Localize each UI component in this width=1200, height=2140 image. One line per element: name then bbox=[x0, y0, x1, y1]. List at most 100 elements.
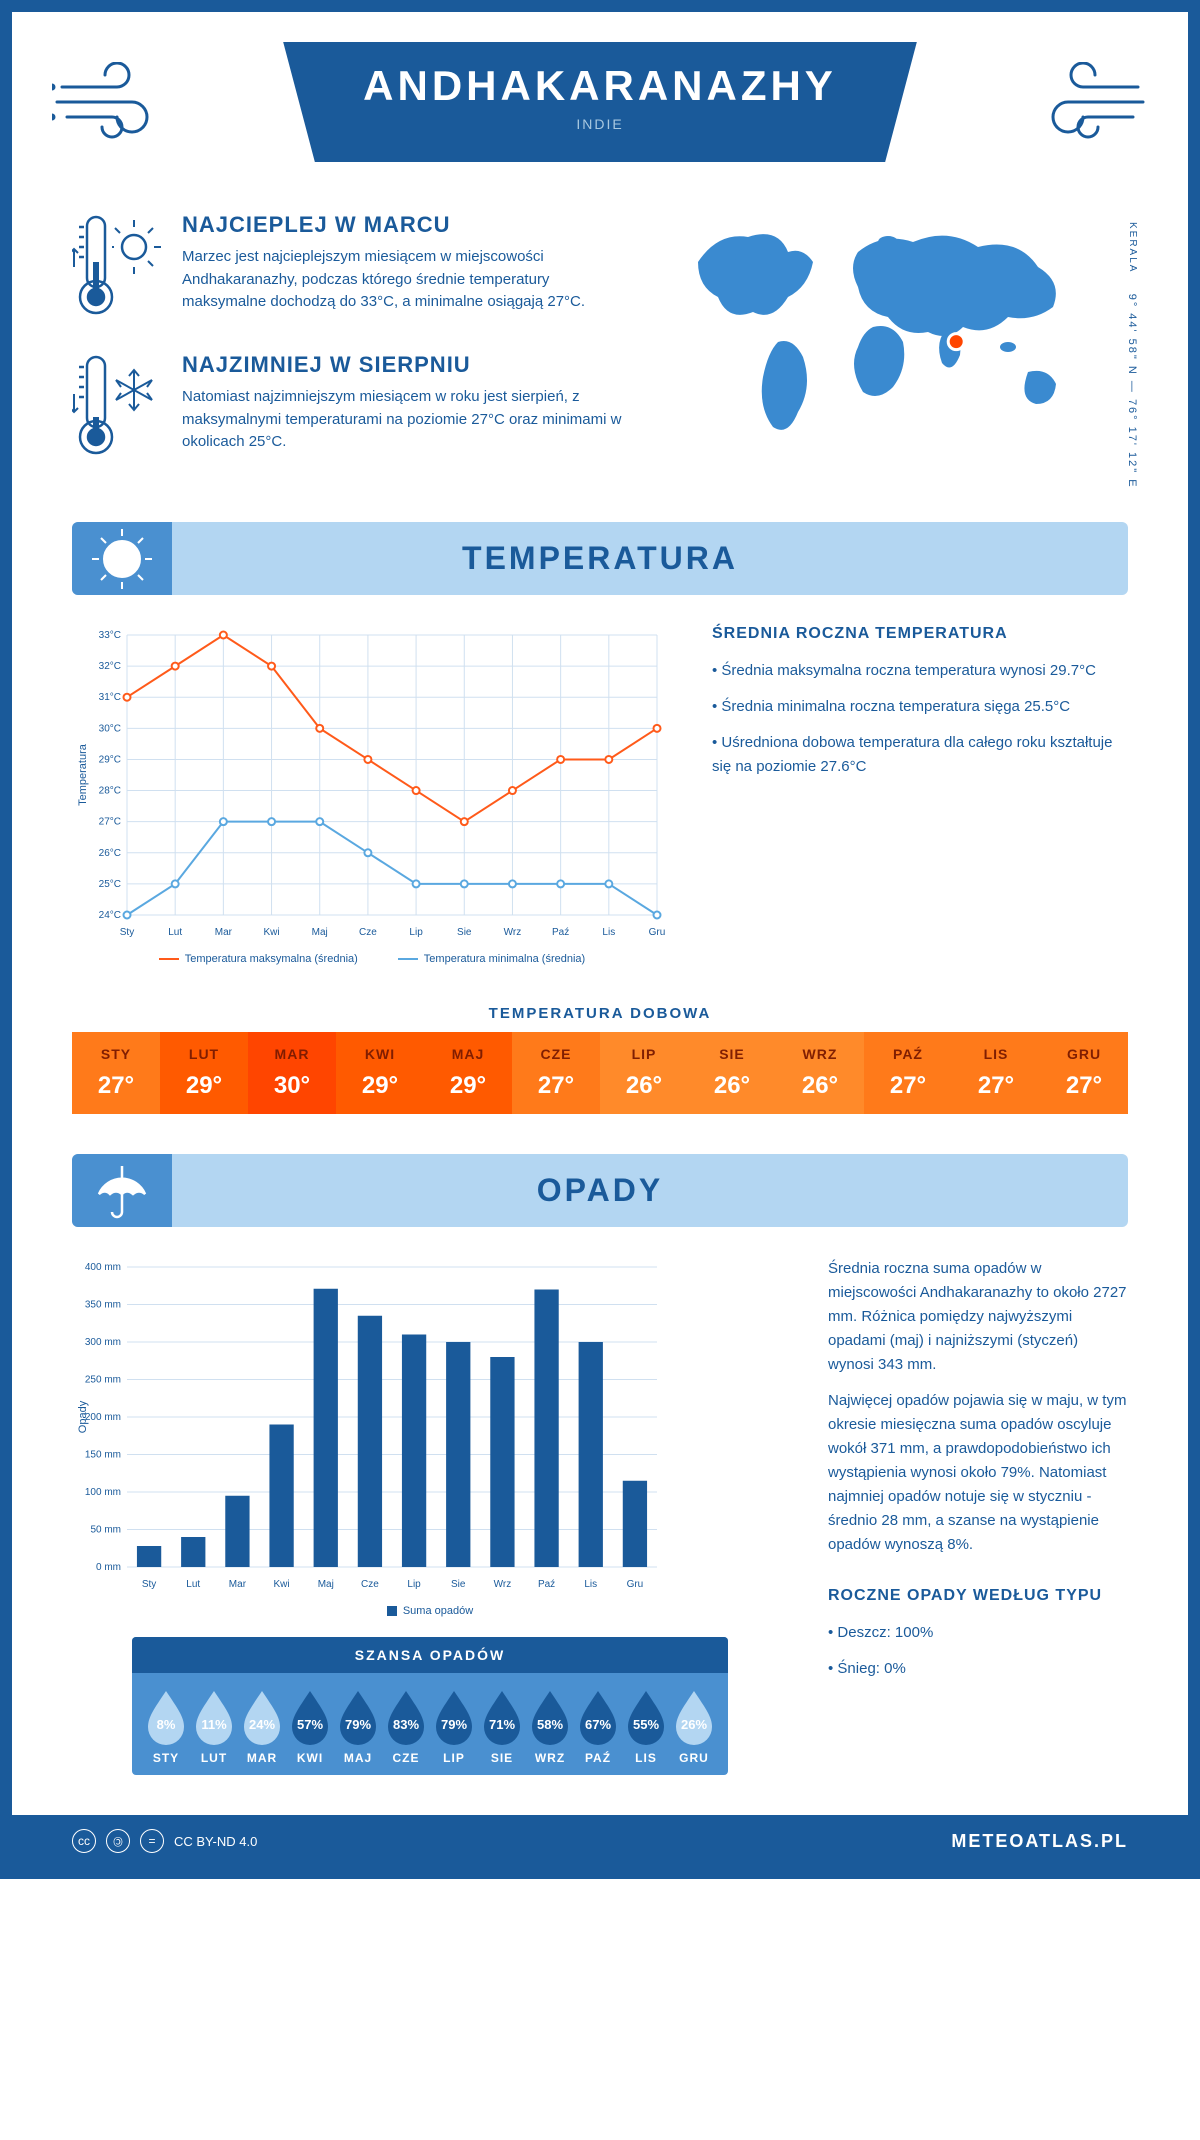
info-row: NAJCIEPLEJ W MARCU Marzec jest najcieple… bbox=[12, 192, 1188, 522]
svg-text:Lis: Lis bbox=[584, 1579, 597, 1590]
svg-text:Mar: Mar bbox=[215, 927, 233, 938]
svg-text:Lut: Lut bbox=[186, 1579, 200, 1590]
temperature-line-chart: 24°C25°C26°C27°C28°C29°C30°C31°C32°C33°C… bbox=[72, 625, 672, 945]
rain-chance-cell: 24% MAR bbox=[238, 1687, 286, 1765]
hottest-title: NAJCIEPLEJ W MARCU bbox=[182, 212, 628, 238]
svg-text:Lut: Lut bbox=[168, 927, 182, 938]
svg-text:11%: 11% bbox=[201, 1717, 227, 1732]
rain-title: OPADY bbox=[72, 1172, 1128, 1209]
svg-text:Paź: Paź bbox=[538, 1579, 555, 1590]
rain-bar-chart: 0 mm50 mm100 mm150 mm200 mm250 mm300 mm3… bbox=[72, 1257, 672, 1597]
temp-summary-item: • Średnia maksymalna roczna temperatura … bbox=[712, 659, 1128, 683]
svg-text:Gru: Gru bbox=[649, 927, 666, 938]
svg-text:26%: 26% bbox=[681, 1717, 707, 1732]
daily-temp-cell: MAJ29° bbox=[424, 1032, 512, 1114]
svg-text:Cze: Cze bbox=[359, 927, 377, 938]
license-block: cc 🄯 = CC BY-ND 4.0 bbox=[72, 1829, 257, 1853]
svg-text:55%: 55% bbox=[633, 1717, 659, 1732]
daily-temp-cell: LIS27° bbox=[952, 1032, 1040, 1114]
lat-label: 9° 44' 58" N bbox=[1126, 294, 1138, 376]
svg-text:350 mm: 350 mm bbox=[85, 1300, 121, 1311]
city-name: ANDHAKARANAZHY bbox=[363, 62, 837, 110]
daily-temp-title: TEMPERATURA DOBOWA bbox=[12, 1005, 1188, 1022]
svg-text:150 mm: 150 mm bbox=[85, 1450, 121, 1461]
daily-temp-cell: MAR30° bbox=[248, 1032, 336, 1114]
rain-legend-label: Suma opadów bbox=[403, 1605, 473, 1617]
rain-legend: Suma opadów bbox=[72, 1605, 788, 1617]
daily-temp-cell: KWI29° bbox=[336, 1032, 424, 1114]
svg-text:Mar: Mar bbox=[229, 1579, 247, 1590]
header: ANDHAKARANAZHY INDIE bbox=[12, 12, 1188, 192]
daily-temp-cell: CZE27° bbox=[512, 1032, 600, 1114]
temp-summary-item: • Średnia minimalna roczna temperatura s… bbox=[712, 695, 1128, 719]
svg-text:25°C: 25°C bbox=[99, 879, 121, 890]
rain-text-1: Średnia roczna suma opadów w miejscowośc… bbox=[828, 1257, 1128, 1377]
daily-temp-cell: WRZ26° bbox=[776, 1032, 864, 1114]
svg-text:Maj: Maj bbox=[318, 1579, 334, 1590]
license-text: CC BY-ND 4.0 bbox=[174, 1834, 257, 1849]
thermometer-cold-icon bbox=[72, 352, 162, 462]
svg-text:32°C: 32°C bbox=[99, 661, 121, 672]
temperature-title: TEMPERATURA bbox=[72, 540, 1128, 577]
hottest-block: NAJCIEPLEJ W MARCU Marzec jest najcieple… bbox=[72, 212, 628, 322]
svg-text:Opady: Opady bbox=[77, 1400, 89, 1433]
rain-chance-cell: 57% KWI bbox=[286, 1687, 334, 1765]
rain-types-title: ROCZNE OPADY WEDŁUG TYPU bbox=[828, 1587, 1128, 1605]
hottest-text: Marzec jest najcieplejszym miesiącem w m… bbox=[182, 246, 628, 314]
daily-temp-cell: LIP26° bbox=[600, 1032, 688, 1114]
coordinates: KERALA 9° 44' 58" N — 76° 17' 12" E bbox=[1126, 222, 1138, 489]
svg-text:300 mm: 300 mm bbox=[85, 1337, 121, 1348]
svg-text:Paź: Paź bbox=[552, 927, 569, 938]
thermometer-hot-icon bbox=[72, 212, 162, 322]
svg-text:30°C: 30°C bbox=[99, 723, 121, 734]
svg-text:27°C: 27°C bbox=[99, 817, 121, 828]
svg-text:26°C: 26°C bbox=[99, 848, 121, 859]
svg-text:79%: 79% bbox=[441, 1717, 467, 1732]
cc-by-icon: 🄯 bbox=[106, 1829, 130, 1853]
cc-icon: cc bbox=[72, 1829, 96, 1853]
rain-type-item: • Śnieg: 0% bbox=[828, 1657, 1128, 1681]
coldest-text: Natomiast najzimniejszym miesiącem w rok… bbox=[182, 386, 628, 454]
temperature-legend: Temperatura maksymalna (średnia) Tempera… bbox=[72, 953, 672, 965]
svg-text:Sie: Sie bbox=[457, 927, 472, 938]
rain-chance-cell: 71% SIE bbox=[478, 1687, 526, 1765]
rain-chance-cell: 83% CZE bbox=[382, 1687, 430, 1765]
rain-chance-cell: 67% PAŹ bbox=[574, 1687, 622, 1765]
temperature-section-header: TEMPERATURA bbox=[72, 522, 1128, 595]
svg-text:29°C: 29°C bbox=[99, 754, 121, 765]
rain-chance-cell: 11% LUT bbox=[190, 1687, 238, 1765]
svg-text:28°C: 28°C bbox=[99, 786, 121, 797]
temp-summary-list: • Średnia maksymalna roczna temperatura … bbox=[712, 659, 1128, 779]
rain-chance-table: SZANSA OPADÓW 8% STY 11% LUT 24% MAR 57%… bbox=[132, 1637, 728, 1775]
svg-text:Maj: Maj bbox=[312, 927, 328, 938]
rain-chart-row: 0 mm50 mm100 mm150 mm200 mm250 mm300 mm3… bbox=[12, 1227, 1188, 1815]
world-map: KERALA 9° 44' 58" N — 76° 17' 12" E bbox=[668, 212, 1128, 492]
svg-text:Lip: Lip bbox=[409, 927, 423, 938]
svg-text:24°C: 24°C bbox=[99, 910, 121, 921]
svg-text:Sie: Sie bbox=[451, 1579, 466, 1590]
temp-summary-title: ŚREDNIA ROCZNA TEMPERATURA bbox=[712, 625, 1128, 643]
rain-chance-cell: 55% LIS bbox=[622, 1687, 670, 1765]
daily-temp-cell: PAŹ27° bbox=[864, 1032, 952, 1114]
rain-section-header: OPADY bbox=[72, 1154, 1128, 1227]
svg-text:24%: 24% bbox=[249, 1717, 275, 1732]
rain-chance-cell: 8% STY bbox=[142, 1687, 190, 1765]
legend-max-label: Temperatura maksymalna (średnia) bbox=[185, 953, 358, 965]
coldest-title: NAJZIMNIEJ W SIERPNIU bbox=[182, 352, 628, 378]
svg-text:Kwi: Kwi bbox=[263, 927, 279, 938]
svg-text:400 mm: 400 mm bbox=[85, 1262, 121, 1273]
svg-text:Wrz: Wrz bbox=[494, 1579, 512, 1590]
region-label: KERALA bbox=[1127, 222, 1138, 273]
svg-text:31°C: 31°C bbox=[99, 692, 121, 703]
svg-text:Lis: Lis bbox=[602, 927, 615, 938]
svg-text:Cze: Cze bbox=[361, 1579, 379, 1590]
svg-text:Wrz: Wrz bbox=[504, 927, 522, 938]
wind-left-icon bbox=[52, 62, 172, 142]
infographic-frame: ANDHAKARANAZHY INDIE bbox=[0, 0, 1200, 1879]
sun-icon bbox=[72, 522, 172, 595]
daily-temp-table: STY27°LUT29°MAR30°KWI29°MAJ29°CZE27°LIP2… bbox=[72, 1032, 1128, 1114]
svg-text:71%: 71% bbox=[489, 1717, 515, 1732]
footer: cc 🄯 = CC BY-ND 4.0 METEOATLAS.PL bbox=[12, 1815, 1188, 1867]
svg-text:Kwi: Kwi bbox=[274, 1579, 290, 1590]
title-banner: ANDHAKARANAZHY INDIE bbox=[283, 42, 917, 162]
